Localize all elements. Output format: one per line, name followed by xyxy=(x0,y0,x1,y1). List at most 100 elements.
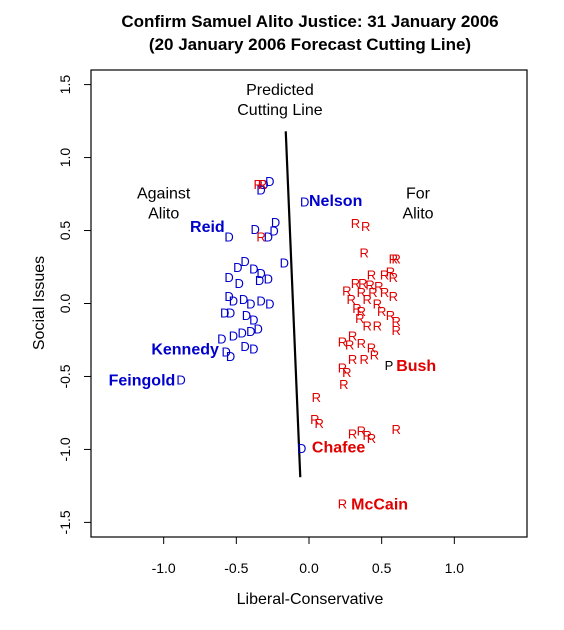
point-r: R xyxy=(373,318,382,333)
point-d: D xyxy=(239,292,248,307)
x-tick-label: -0.5 xyxy=(224,560,248,576)
y-tick-label: 1.0 xyxy=(57,148,73,168)
point-r: R xyxy=(374,279,383,294)
point-r: R xyxy=(367,431,376,446)
point-r: R xyxy=(346,292,355,307)
point-d: D xyxy=(300,194,309,209)
annotation: Predicted Cutting Line xyxy=(237,82,322,119)
point-d: D xyxy=(251,222,260,237)
point-r: R xyxy=(352,301,361,316)
point-r: R xyxy=(380,267,389,282)
point-d: D xyxy=(224,229,233,244)
point-d: D xyxy=(229,329,238,344)
point-r: R xyxy=(342,283,351,298)
point-d: D xyxy=(269,224,278,239)
point-d: D xyxy=(217,332,226,347)
point-r: R xyxy=(253,177,262,192)
chart-title-line-2: (20 January 2006 Forecast Cutting Line) xyxy=(149,35,471,54)
point-r: R xyxy=(357,423,366,438)
point-r: R xyxy=(361,219,370,234)
label-nelson: Nelson xyxy=(309,193,362,210)
point-d: D xyxy=(226,349,235,364)
label-kennedy: Kennedy xyxy=(151,342,219,359)
point-r: R xyxy=(351,216,360,231)
point-r: R xyxy=(373,297,382,312)
point-r: R xyxy=(386,264,395,279)
point-r: R xyxy=(351,276,360,291)
point-r: R xyxy=(345,337,354,352)
point-d: D xyxy=(249,313,258,328)
x-tick-label: 0.5 xyxy=(372,560,392,576)
point-r: R xyxy=(357,336,366,351)
annotation: For Alito xyxy=(402,185,433,222)
point-d: D xyxy=(249,342,258,357)
point-r: R xyxy=(367,340,376,355)
x-tick-label: 1.0 xyxy=(445,560,465,576)
chart-title-line-1: Confirm Samuel Alito Justice: 31 January… xyxy=(121,12,498,31)
point-d: D xyxy=(249,261,258,276)
point-r: R xyxy=(348,329,357,344)
x-axis: -1.0 -0.5 0.0 0.5 1.0 xyxy=(152,537,465,576)
point-r: R xyxy=(348,426,357,441)
point-d: D xyxy=(242,308,251,323)
point-r: R xyxy=(357,285,366,300)
point-d: D xyxy=(271,215,280,230)
point-r: R xyxy=(360,245,369,260)
point-r: R xyxy=(314,416,323,431)
point-r: R xyxy=(377,304,386,319)
y-tick-label: 1.5 xyxy=(57,75,73,95)
point-r: R xyxy=(389,289,398,304)
point-p: P xyxy=(385,358,394,373)
point-r: R xyxy=(338,496,347,511)
point-r: R xyxy=(362,292,371,307)
point-d: D xyxy=(246,324,255,339)
point-d: D xyxy=(297,441,306,456)
annotation: Against Alito xyxy=(137,185,191,222)
senator-name-labels: Nelson Reid Kennedy Feingold Bush Chafee McCai… xyxy=(109,193,437,514)
point-r: R xyxy=(256,229,265,244)
point-d: D xyxy=(256,183,265,198)
point-r: R xyxy=(380,285,389,300)
point-r: R xyxy=(362,428,371,443)
label-bush: Bush xyxy=(396,358,436,375)
y-tick-label: 0.0 xyxy=(57,294,73,314)
x-tick-label: -1.0 xyxy=(152,560,176,576)
point-r: R xyxy=(362,318,371,333)
point-r: R xyxy=(339,377,348,392)
point-r: R xyxy=(370,348,379,363)
label-feingold: Feingold xyxy=(109,372,176,389)
cutting-line xyxy=(284,131,302,478)
point-r: R xyxy=(389,251,398,266)
point-r: R xyxy=(368,285,377,300)
y-tick-label: -1.0 xyxy=(57,437,73,461)
point-r: R xyxy=(367,267,376,282)
point-d: D xyxy=(221,345,230,360)
x-axis-label: Liberal-Conservative xyxy=(237,591,384,608)
point-d: D xyxy=(265,297,274,312)
point-d: D xyxy=(237,326,246,341)
point-d: D xyxy=(265,174,274,189)
label-reid: Reid xyxy=(190,219,225,236)
point-r: R xyxy=(357,304,366,319)
plot-frame xyxy=(90,69,528,538)
label-chafee: Chafee xyxy=(312,440,365,457)
point-r: R xyxy=(355,311,364,326)
point-r: R xyxy=(338,334,347,349)
y-axis-label: Social Issues xyxy=(31,256,48,350)
point-d: D xyxy=(256,266,265,281)
point-d: D xyxy=(226,305,235,320)
point-d: D xyxy=(264,229,273,244)
point-r: R xyxy=(360,352,369,367)
point-d: D xyxy=(280,256,289,271)
point-d: D xyxy=(259,177,268,192)
point-r: R xyxy=(392,314,401,329)
y-axis: -1.5 -1.0 -0.5 0.0 0.5 1.0 1.5 xyxy=(57,75,91,534)
point-d: D xyxy=(240,254,249,269)
label-mccain: McCain xyxy=(351,496,408,513)
point-r: R xyxy=(342,365,351,380)
point-d: D xyxy=(235,276,244,291)
point-d: D xyxy=(264,272,273,287)
point-r: R xyxy=(386,308,395,323)
